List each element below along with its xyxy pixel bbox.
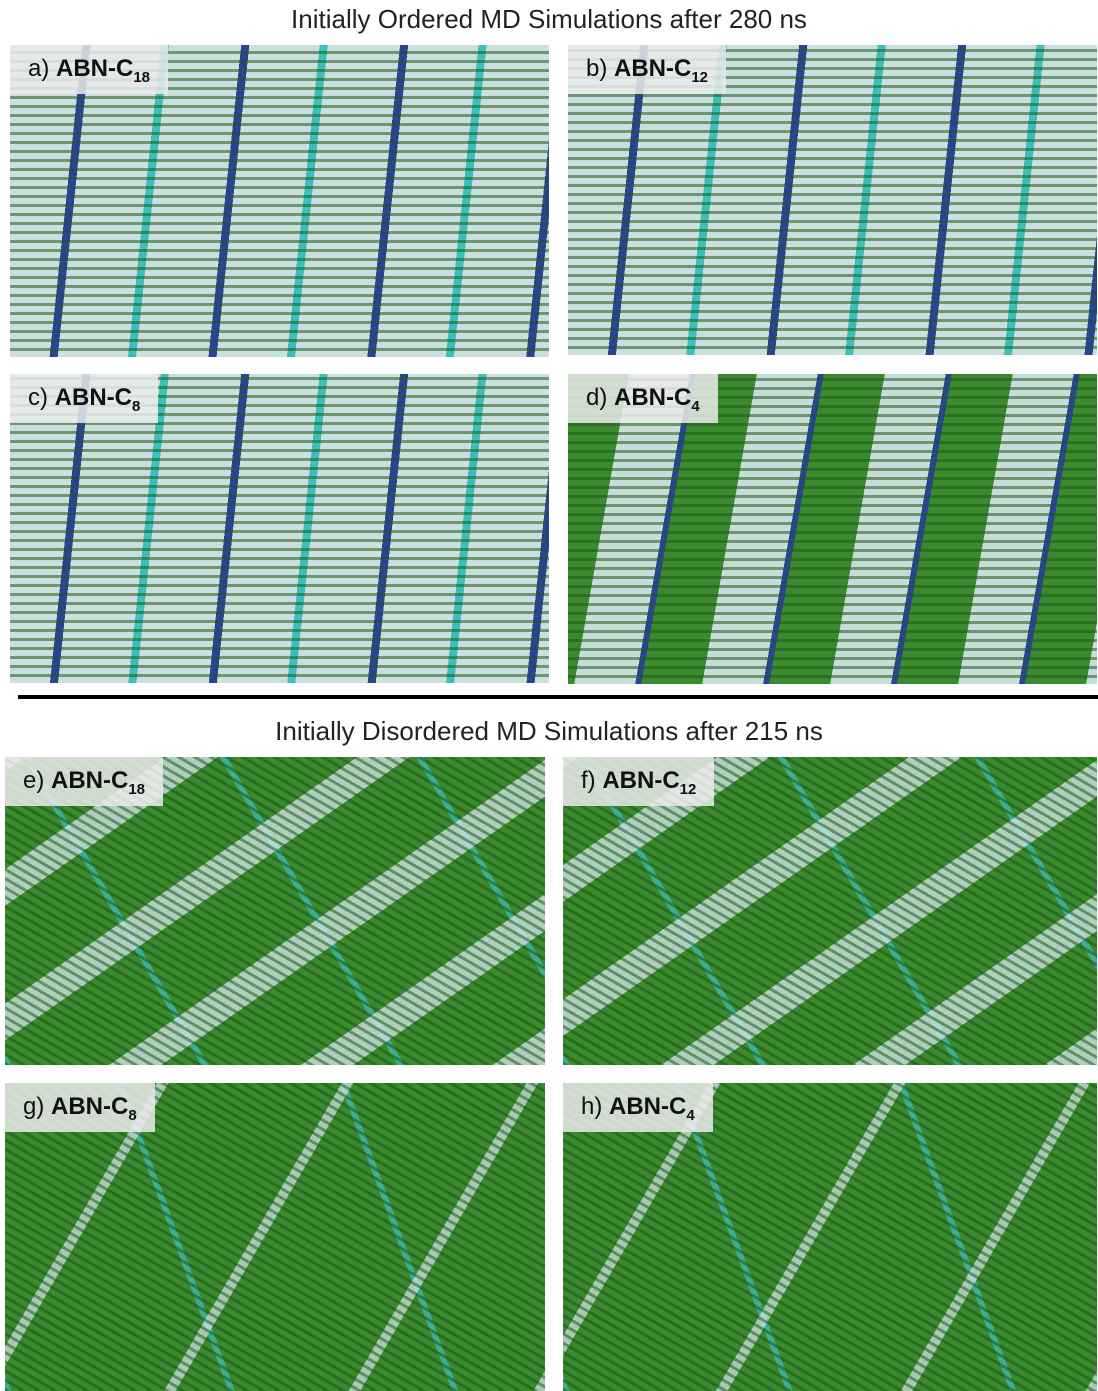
panel-name: ABN-C	[56, 55, 133, 82]
simulation-panel: a) ABN-C18	[10, 45, 549, 357]
panel-label: c) ABN-C8	[10, 374, 158, 423]
panel-subscript: 18	[133, 69, 150, 86]
panel-letter: a)	[28, 55, 49, 82]
panel-subscript: 4	[691, 398, 699, 415]
panel-label: f) ABN-C12	[563, 757, 714, 806]
panel-letter: b)	[586, 55, 607, 82]
panel-subscript: 4	[686, 1107, 694, 1124]
panel-name: ABN-C	[51, 767, 128, 794]
simulation-panel: e) ABN-C18	[5, 757, 545, 1065]
divider	[18, 695, 1098, 699]
panel-label: b) ABN-C12	[568, 45, 726, 94]
simulation-panel: g) ABN-C8	[5, 1083, 545, 1391]
panel-name: ABN-C	[51, 1093, 128, 1120]
panel-letter: c)	[28, 384, 48, 411]
section-title: Initially Ordered MD Simulations after 2…	[0, 4, 1098, 35]
panel-name: ABN-C	[614, 55, 691, 82]
panel-label: e) ABN-C18	[5, 757, 163, 806]
panel-label: g) ABN-C8	[5, 1083, 155, 1132]
panel-label: d) ABN-C4	[568, 374, 718, 423]
panel-name: ABN-C	[609, 1093, 686, 1120]
section-title: Initially Disordered MD Simulations afte…	[0, 716, 1098, 747]
panel-name: ABN-C	[614, 384, 691, 411]
panel-letter: h)	[581, 1093, 602, 1120]
panel-subscript: 12	[691, 69, 708, 86]
panel-label: h) ABN-C4	[563, 1083, 713, 1132]
simulation-panel: f) ABN-C12	[563, 757, 1097, 1065]
simulation-panel: c) ABN-C8	[10, 374, 549, 683]
panel-letter: f)	[581, 767, 596, 794]
panel-letter: g)	[23, 1093, 44, 1120]
panel-subscript: 12	[680, 781, 697, 798]
panel-name: ABN-C	[55, 384, 132, 411]
simulation-panel: d) ABN-C4	[568, 374, 1097, 684]
panel-letter: e)	[23, 767, 44, 794]
panel-label: a) ABN-C18	[10, 45, 168, 94]
panel-subscript: 18	[128, 781, 145, 798]
panel-subscript: 8	[128, 1107, 136, 1124]
panel-subscript: 8	[132, 398, 140, 415]
panel-name: ABN-C	[602, 767, 679, 794]
simulation-panel: b) ABN-C12	[568, 45, 1097, 355]
panel-letter: d)	[586, 384, 607, 411]
simulation-panel: h) ABN-C4	[563, 1083, 1097, 1391]
figure: (() => { const data = JSON.parse(documen…	[0, 0, 1098, 1391]
